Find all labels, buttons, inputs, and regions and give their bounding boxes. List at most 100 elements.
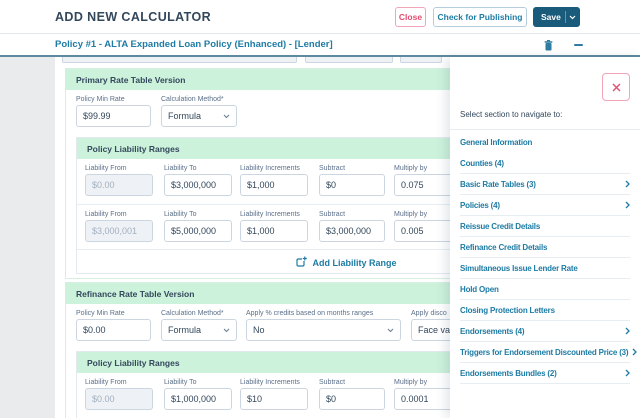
- add-liability-range-label: Add Liability Range: [312, 257, 397, 268]
- check-for-publishing-button[interactable]: Check for Publishing: [433, 7, 527, 27]
- policy-bar[interactable]: Policy #1 - ALTA Expanded Loan Policy (E…: [0, 33, 640, 57]
- nav-item[interactable]: General Information: [460, 132, 630, 153]
- nav-item[interactable]: Endorsements Bundles (2): [460, 363, 630, 384]
- liability-to-label: Liability To: [164, 165, 197, 172]
- clipped-input-stub: [62, 57, 297, 63]
- calculation-method-label: Calculation Method*: [161, 310, 224, 317]
- nav-item-label: Basic Rate Tables (3): [460, 179, 536, 189]
- liability-from-label: Liability From: [85, 165, 127, 172]
- close-button[interactable]: Close: [395, 7, 426, 27]
- close-panel-button[interactable]: [602, 73, 630, 101]
- policy-min-rate-label: Policy Min Rate: [76, 310, 125, 317]
- chevron-down-icon[interactable]: [569, 15, 576, 20]
- navigation-panel: Select section to navigate to: General I…: [450, 57, 640, 418]
- multiply-by-label: Multiply by: [394, 379, 428, 386]
- nav-item-label: General Information: [460, 138, 533, 147]
- liability-range-row: Liability From $0.00 Liability To $3,000…: [77, 159, 615, 204]
- liability-increments-label: Liability Increments: [240, 379, 300, 386]
- navigation-prompt: Select section to navigate to:: [450, 110, 640, 130]
- nav-item-label: Endorsements (4): [460, 326, 525, 336]
- chevron-right-icon: [625, 327, 630, 335]
- chevron-down-icon: [223, 328, 230, 333]
- nav-item[interactable]: Reissue Credit Details: [460, 216, 630, 237]
- liability-to-cell: Liability To $1,000,000: [164, 373, 232, 418]
- nav-item[interactable]: Simultaneous Issue Lender Rate: [460, 258, 630, 279]
- nav-item[interactable]: Refinance Credit Details: [460, 237, 630, 258]
- subtract-label: Subtract: [319, 165, 346, 172]
- calculation-method-select[interactable]: Formula: [161, 105, 237, 127]
- multiply-by-label: Multiply by: [394, 165, 428, 172]
- subtract-cell: Subtract $3,000,000: [319, 205, 385, 250]
- liability-from-input[interactable]: $3,000,001: [85, 220, 153, 242]
- nav-item-label: Endorsements Bundles (2): [460, 368, 557, 378]
- policy-min-rate-label: Policy Min Rate: [76, 96, 125, 103]
- subtract-input[interactable]: $0: [319, 174, 385, 196]
- liability-increments-label: Liability Increments: [240, 211, 300, 218]
- liability-increments-input[interactable]: $1,000: [240, 220, 308, 242]
- clipped-input-stub: [305, 57, 393, 63]
- subtract-input[interactable]: $0: [319, 388, 385, 410]
- calculation-method-select[interactable]: Formula: [161, 319, 237, 341]
- liability-range-row: Liability From $3,000,001 Liability To $…: [77, 204, 615, 250]
- liability-from-cell: Liability From $0.00: [85, 373, 153, 418]
- calculation-method-value: Formula: [168, 325, 202, 335]
- minus-icon: [573, 44, 583, 46]
- apply-credits-select[interactable]: No: [246, 319, 401, 341]
- chevron-right-icon: [625, 180, 630, 188]
- nav-item-label: Simultaneous Issue Lender Rate: [460, 263, 578, 273]
- nav-item[interactable]: Basic Rate Tables (3): [460, 174, 630, 195]
- liability-increments-input[interactable]: $1,000: [240, 174, 308, 196]
- liability-range-row: Liability From $0.00 Liability To $1,000…: [77, 373, 615, 418]
- liability-from-label: Liability From: [85, 211, 127, 218]
- liability-from-input[interactable]: $0.00: [85, 388, 153, 410]
- nav-item-label: Triggers for Endorsement Discounted Pric…: [460, 347, 629, 357]
- calculation-method-value: Formula: [168, 111, 202, 121]
- chevron-down-icon: [223, 114, 230, 119]
- nav-item-label: Reissue Credit Details: [460, 221, 541, 231]
- navigation-list: General Information Counties (4) Basic R…: [450, 132, 640, 384]
- policy-min-rate-input[interactable]: $0.00: [76, 319, 151, 341]
- apply-credits-label: Apply % credits based on months ranges: [246, 310, 374, 317]
- liability-to-input[interactable]: $3,000,000: [164, 174, 232, 196]
- subtract-input[interactable]: $3,000,000: [319, 220, 385, 242]
- collapse-policy-button[interactable]: [570, 38, 586, 52]
- nav-item-label: Counties (4): [460, 158, 504, 168]
- apply-discount-label: Apply disco: [411, 310, 447, 317]
- liability-to-input[interactable]: $5,000,000: [164, 220, 232, 242]
- nav-item[interactable]: Hold Open: [460, 279, 630, 300]
- liability-to-cell: Liability To $3,000,000: [164, 159, 232, 204]
- chevron-down-icon: [387, 328, 394, 333]
- liability-increments-label: Liability Increments: [240, 165, 300, 172]
- nav-item[interactable]: Triggers for Endorsement Discounted Pric…: [460, 342, 638, 363]
- nav-item[interactable]: Closing Protection Letters: [460, 300, 630, 321]
- chevron-right-icon: [625, 369, 630, 377]
- liability-increments-cell: Liability Increments $1,000: [240, 159, 308, 204]
- policy-min-rate-input[interactable]: $99.99: [76, 105, 151, 127]
- subtract-label: Subtract: [319, 379, 346, 386]
- nav-item[interactable]: Counties (4): [460, 153, 630, 174]
- save-button[interactable]: Save: [533, 7, 580, 27]
- add-liability-range-button[interactable]: Add Liability Range: [295, 256, 397, 270]
- page-title: ADD NEW CALCULATOR: [55, 10, 212, 24]
- save-button-divider: [565, 11, 566, 23]
- calculation-method-label: Calculation Method*: [161, 96, 224, 103]
- nav-item-label: Closing Protection Letters: [460, 305, 555, 315]
- liability-increments-cell: Liability Increments $10: [240, 373, 308, 418]
- liability-from-input[interactable]: $0.00: [85, 174, 153, 196]
- nav-item-label: Policies (4): [460, 200, 500, 210]
- liability-increments-input[interactable]: $10: [240, 388, 308, 410]
- delete-policy-button[interactable]: [540, 38, 556, 52]
- liability-from-cell: Liability From $3,000,001: [85, 205, 153, 250]
- liability-to-label: Liability To: [164, 211, 197, 218]
- nav-item[interactable]: Endorsements (4): [460, 321, 630, 342]
- chevron-right-icon: [625, 201, 630, 209]
- liability-to-cell: Liability To $5,000,000: [164, 205, 232, 250]
- nav-item[interactable]: Policies (4): [460, 195, 630, 216]
- clipped-input-stub: [400, 57, 442, 63]
- liability-to-input[interactable]: $1,000,000: [164, 388, 232, 410]
- liability-increments-cell: Liability Increments $1,000: [240, 205, 308, 250]
- nav-item-label: Refinance Credit Details: [460, 242, 548, 252]
- subtract-cell: Subtract $0: [319, 159, 385, 204]
- save-button-label: Save: [541, 12, 561, 22]
